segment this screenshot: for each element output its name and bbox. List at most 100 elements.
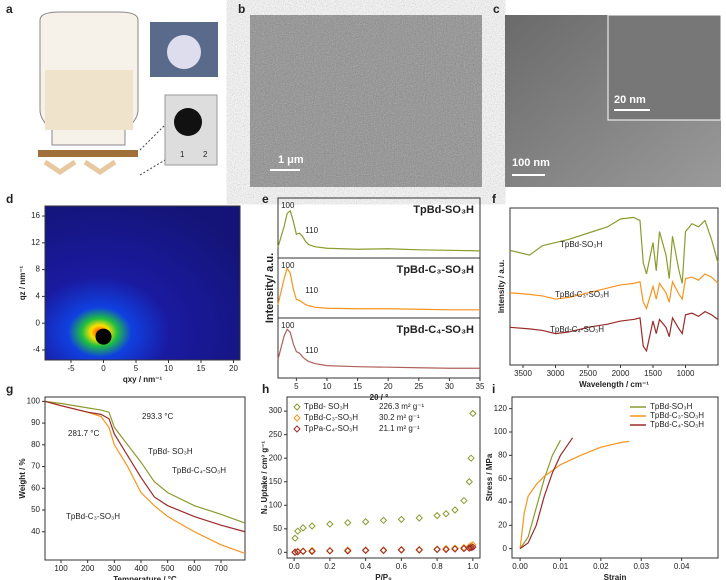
x-tick-label: 0.6 [396, 562, 408, 571]
plot-frame [286, 396, 481, 559]
legend-label: TpBd-SO₃H [650, 402, 693, 411]
x-tick-label: 15 [353, 382, 362, 391]
data-point [379, 546, 388, 555]
x-tick-label: 200 [81, 564, 95, 573]
x-tick-label: 400 [134, 564, 148, 573]
x-axis-label: Wavelength / cm⁻¹ [579, 380, 649, 389]
ruler-label: 2 [203, 150, 208, 159]
y-tick-label: 150 [269, 477, 283, 486]
series-line [519, 437, 574, 550]
x-tick-label: 2000 [612, 369, 630, 378]
data-point [294, 527, 302, 535]
series-line [277, 266, 480, 311]
peak-label: 110 [305, 226, 318, 235]
y-tick-label: 60 [31, 483, 40, 492]
x-tick-label: 30 [445, 382, 454, 391]
panel-label: h [262, 382, 269, 396]
peak-label: 110 [305, 346, 318, 355]
legend-marker [293, 414, 301, 422]
y-tick-label: 0 [503, 544, 508, 553]
series-line [277, 328, 480, 369]
y-axis-label: Weight / % [18, 458, 27, 498]
x-axis-label: 2θ / ° [370, 393, 389, 402]
panel-label: f [492, 192, 497, 206]
data-point [291, 534, 299, 542]
data-point [442, 545, 450, 554]
x-tick-label: 500 [161, 564, 175, 573]
scale-bar: 20 nm [614, 94, 646, 106]
annotation: 293.3 °C [142, 412, 173, 421]
plot-frame [44, 205, 241, 361]
data-point [460, 496, 468, 505]
y-axis-label: Intensity/ a.u. [264, 253, 276, 323]
series-line [509, 273, 719, 311]
y-tick-label: 70 [31, 462, 40, 471]
x-tick-label: 0.00 [512, 562, 528, 571]
series-name: TpBd-C₄-SO₃H [396, 324, 474, 336]
data-point [442, 544, 450, 553]
series-line [44, 400, 246, 533]
x-tick-label: 25 [414, 382, 423, 391]
y-tick-label: 80 [498, 450, 507, 459]
data-point [460, 544, 468, 553]
plot-frame [44, 396, 246, 561]
x-tick-label: 5 [134, 364, 139, 373]
scale-bar: 100 nm [512, 157, 550, 169]
data-point [469, 543, 477, 551]
x-tick-label: 1500 [644, 369, 662, 378]
series-name: TpBd-C₄-SO₃H [550, 325, 604, 334]
data-point [326, 547, 334, 555]
data-point [291, 548, 299, 557]
y-tick-label: 20 [498, 520, 507, 529]
panel-label: b [238, 2, 245, 16]
data-point [451, 545, 459, 553]
series-line [509, 310, 719, 353]
x-tick-label: 35 [476, 382, 485, 391]
series-line [277, 209, 481, 252]
y-axis-label: qz / nm⁻¹ [18, 265, 27, 300]
y-tick-label: 100 [27, 396, 41, 405]
panel-label: a [6, 2, 13, 16]
data-point [361, 518, 370, 526]
data-point [326, 520, 334, 528]
data-point [308, 546, 316, 555]
y-tick-label: 250 [269, 430, 283, 439]
data-point [433, 545, 441, 554]
plot-frame [509, 207, 719, 366]
sem-image: 1 μm [250, 15, 482, 187]
x-tick-label: 300 [108, 564, 122, 573]
y-tick-label: 12 [31, 238, 40, 247]
y-tick-label: 100 [494, 427, 508, 436]
x-tick-label: 3500 [514, 369, 532, 378]
y-tick-label: 100 [269, 500, 283, 509]
y-tick-label: 4 [36, 292, 41, 301]
x-tick-label: 10 [164, 364, 173, 373]
x-tick-label: 0.8 [432, 562, 444, 571]
series-line [519, 439, 562, 550]
x-tick-label: 15 [197, 364, 206, 373]
y-tick-label: 80 [31, 440, 40, 449]
surface-area: 21.1 m² g⁻¹ [379, 424, 420, 433]
y-tick-label: 50 [273, 524, 282, 533]
y-tick-label: 16 [31, 211, 40, 220]
series-line [44, 400, 246, 555]
scale-bar: 1 μm [278, 154, 304, 166]
data-point [442, 510, 450, 518]
x-tick-label: 0.03 [633, 562, 649, 571]
x-tick-label: 100 [54, 564, 68, 573]
legend-label: TpBd-C₃-SO₃H [650, 411, 704, 420]
data-point [469, 409, 477, 418]
x-tick-label: 0.4 [360, 562, 372, 571]
series-name: TpBd-SO₃H [560, 240, 603, 249]
panel-label: i [492, 382, 495, 396]
data-point [467, 454, 475, 462]
x-tick-label: 0.02 [593, 562, 609, 571]
x-tick-label: 2500 [579, 369, 597, 378]
peak-label: 100 [281, 261, 295, 270]
data-point [397, 546, 406, 554]
series-name: TpBd-C₄-SO₃H [172, 466, 226, 475]
peak-label: 100 [281, 321, 295, 330]
x-tick-label: 20 [384, 382, 393, 391]
data-point [299, 547, 307, 556]
